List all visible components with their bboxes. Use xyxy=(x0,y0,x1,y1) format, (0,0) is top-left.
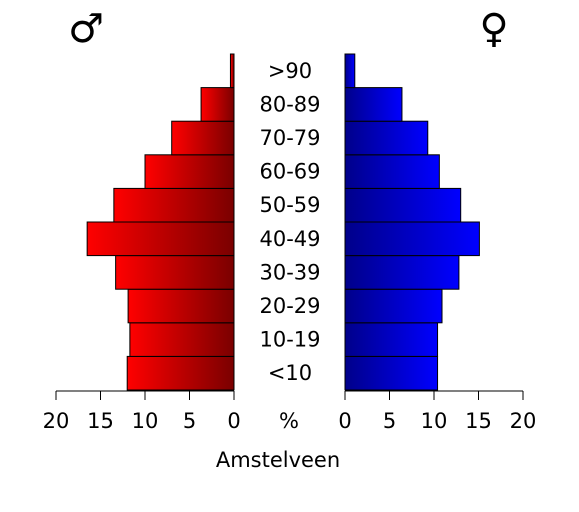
age-label: 60-69 xyxy=(259,160,320,184)
age-label: 40-49 xyxy=(259,227,320,251)
male-bar->90 xyxy=(229,53,235,89)
male-bar-50-59 xyxy=(113,187,235,223)
female-bar-30-39 xyxy=(344,255,460,290)
age-group-labels: <10 10-19 20-29 30-39 40-49 50-59 60-69 70-79 80… xyxy=(259,59,320,385)
female-bar-70-79 xyxy=(344,120,429,156)
age-label: 30-39 xyxy=(259,260,320,284)
female-bar->90 xyxy=(344,53,356,89)
male-x-axis: 0 5 10 15 20 xyxy=(43,390,241,433)
age-label: 70-79 xyxy=(259,126,320,150)
male-bar-20-29 xyxy=(127,288,235,324)
female-bar-10-19 xyxy=(344,322,439,357)
female-axis-tick-label: 0 xyxy=(338,409,351,433)
age-label: 10-19 xyxy=(259,328,320,352)
male-axis-tick-label: 10 xyxy=(132,409,159,433)
male-axis-tick-label: 20 xyxy=(43,409,70,433)
male-symbol: ♂ xyxy=(68,6,104,52)
female-bar-50-59 xyxy=(344,187,462,223)
female-bar-40-49 xyxy=(344,221,480,257)
male-bar-60-69 xyxy=(144,154,235,189)
age-label: 80-89 xyxy=(259,92,320,116)
male-bar-<10 xyxy=(126,355,235,391)
female-bars xyxy=(344,53,480,391)
male-bar-30-39 xyxy=(115,255,235,290)
age-label: 50-59 xyxy=(259,193,320,217)
female-bar-<10 xyxy=(344,355,439,391)
female-symbol: ♀ xyxy=(479,6,508,52)
female-bar-20-29 xyxy=(344,288,443,324)
male-bar-70-79 xyxy=(171,120,235,156)
female-axis-tick-label: 20 xyxy=(510,409,537,433)
female-axis-tick-label: 5 xyxy=(383,409,396,433)
age-label: 20-29 xyxy=(259,294,320,318)
male-bar-40-49 xyxy=(86,221,235,257)
chart-title: Amstelveen xyxy=(216,448,340,472)
x-axis-unit-label: % xyxy=(279,409,299,433)
female-bar-60-69 xyxy=(344,154,440,189)
female-axis-tick-label: 15 xyxy=(465,409,492,433)
age-label: >90 xyxy=(268,59,312,83)
female-axis-tick-label: 10 xyxy=(421,409,448,433)
female-bar-80-89 xyxy=(344,87,403,122)
age-label: <10 xyxy=(268,361,312,385)
male-bar-80-89 xyxy=(200,87,235,122)
male-axis-tick-label: 0 xyxy=(227,409,240,433)
male-axis-tick-label: 15 xyxy=(87,409,114,433)
male-bar-10-19 xyxy=(129,322,235,357)
male-bars xyxy=(86,53,235,391)
male-axis-tick-label: 5 xyxy=(183,409,196,433)
female-x-axis: 0 5 10 15 20 xyxy=(338,390,537,433)
